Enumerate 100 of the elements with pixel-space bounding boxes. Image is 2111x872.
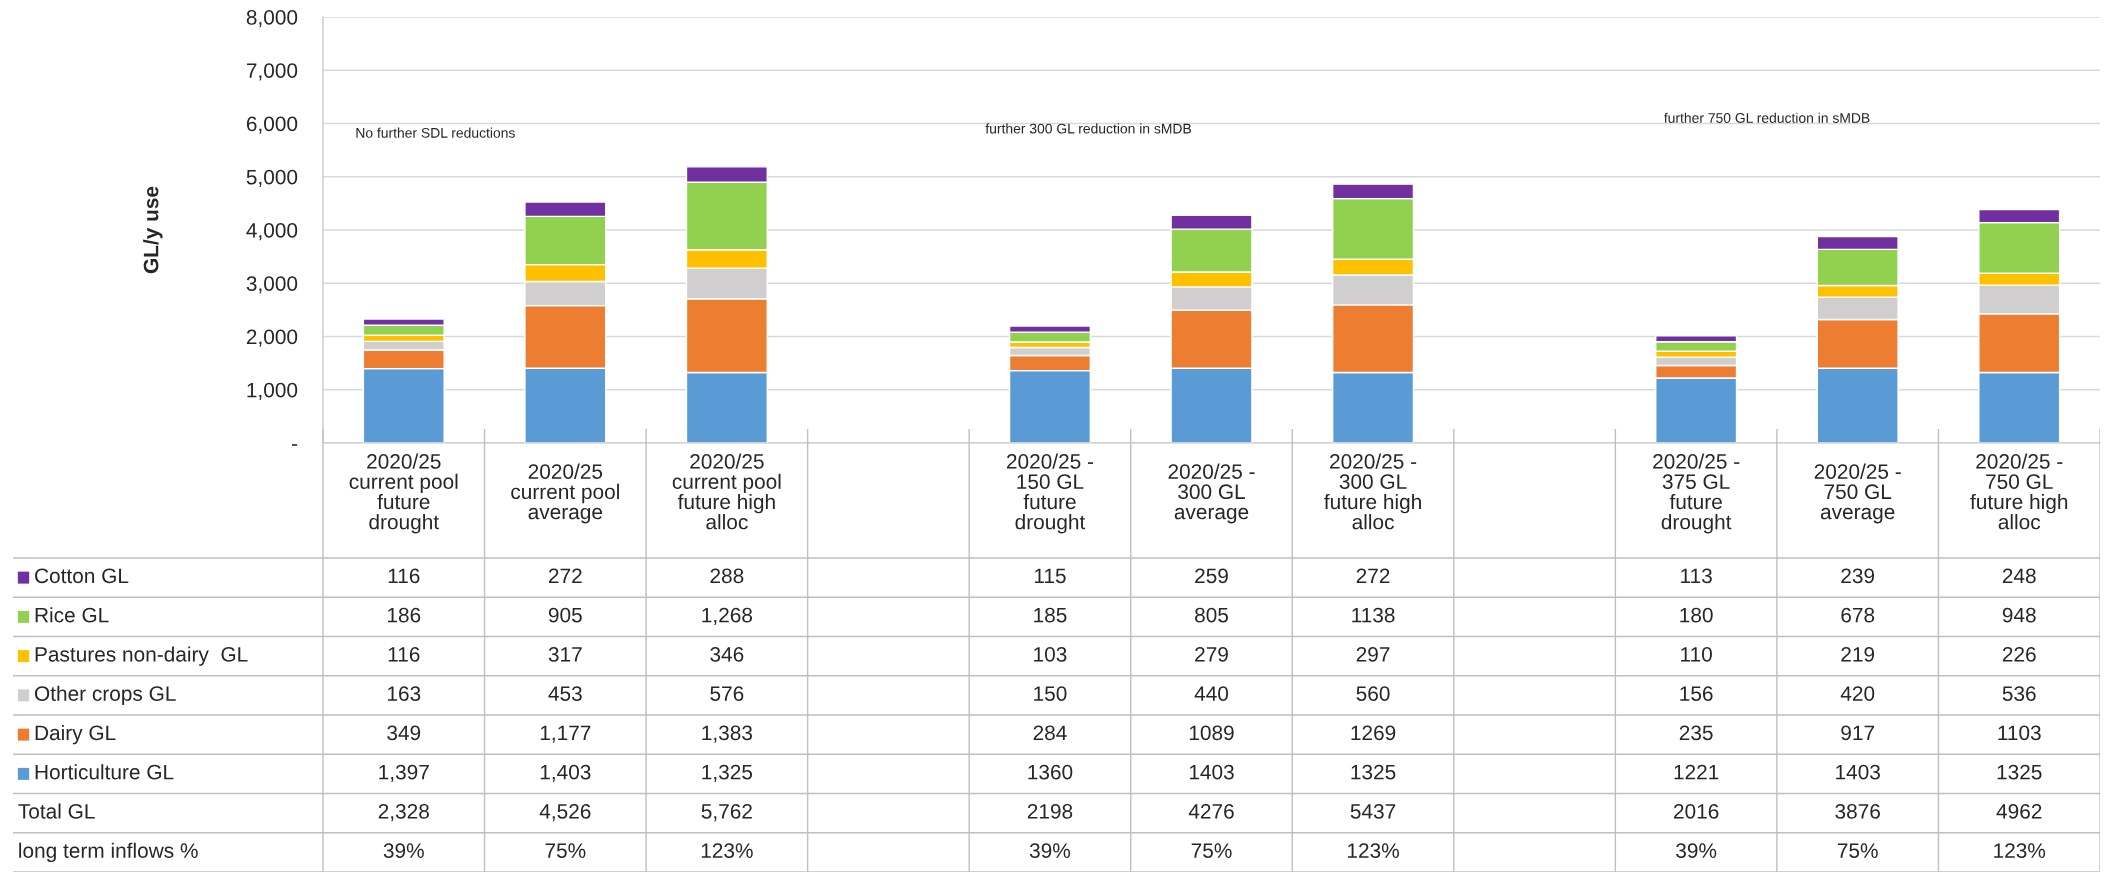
data-label: 420 (1840, 686, 1875, 701)
data-label: 115 (1034, 568, 1066, 584)
data-label: 1403 (1189, 764, 1234, 780)
data-label: 1,397 (379, 764, 429, 782)
text: 2,328 (378, 803, 429, 822)
data-label: 186 (387, 607, 421, 623)
data-label: 1360 (1028, 764, 1073, 780)
data-label: 219 (1841, 646, 1875, 662)
data-label: 235 (1679, 725, 1713, 741)
x-tick-label: 2020/25 - 300 GL future high alloc (1324, 453, 1421, 530)
data-label: 279 (1195, 646, 1228, 662)
data-label: 1403 (1836, 764, 1880, 780)
text: 5437 (1350, 803, 1396, 819)
y-tick-label: 8,000 (246, 10, 298, 28)
text: 39% (383, 843, 424, 858)
y-tick-label: 5,000 (246, 169, 298, 187)
data-label: 1,403 (540, 764, 591, 782)
y-tick-label: 3,000 (246, 276, 298, 294)
data-label: 905 (548, 607, 582, 623)
data-label: 1325 (1351, 764, 1396, 780)
text: 4962 (1996, 803, 2042, 819)
y-tick-label: - (291, 444, 298, 446)
text: 123% (701, 843, 753, 858)
x-tick-label: 2020/25 current pool future drought (349, 453, 458, 534)
data-label: 297 (1356, 646, 1390, 662)
y-tick-label: 1,000 (247, 382, 298, 400)
data-label: 110 (1681, 646, 1712, 662)
text: 75% (1837, 843, 1878, 858)
data-label: 1,268 (702, 607, 753, 625)
data-label: 536 (2002, 686, 2036, 701)
legend-label: Dairy GL (35, 724, 116, 745)
data-label: 259 (1195, 568, 1228, 584)
data-label: 1089 (1189, 725, 1234, 741)
data-label: 317 (548, 646, 582, 662)
data-label: 440 (1194, 686, 1229, 701)
data-label: 1,177 (540, 725, 591, 743)
x-tick-label: 2020/25 current pool average (511, 463, 619, 524)
data-label: 453 (548, 686, 582, 701)
legend-label: Cotton GL (35, 568, 129, 584)
annotation: further 750 GL reduction in sMDB (1664, 112, 1870, 123)
text: 123% (1994, 843, 2046, 858)
data-label: 805 (1195, 607, 1229, 623)
data-label: 116 (388, 646, 420, 662)
y-tick-label: 6,000 (246, 116, 298, 134)
x-tick-label: 2020/25 current pool future high alloc (672, 453, 781, 530)
x-tick-label: 2020/25 - 750 GL average (1814, 463, 1901, 524)
text: 39% (1676, 843, 1717, 858)
text: 4,526 (539, 803, 591, 822)
x-tick-label: 2020/25 - 300 GL average (1168, 463, 1255, 524)
data-label: 163 (387, 686, 421, 701)
text: 2016 (1674, 803, 1719, 819)
text: 2198 (1027, 803, 1073, 819)
data-label: 113 (1681, 568, 1712, 584)
data-label: 180 (1680, 607, 1713, 623)
legend-label: Pastures non-dairy GL (35, 646, 248, 666)
x-tick-label: 2020/25 - 750 GL future high alloc (1970, 453, 2068, 530)
data-label: 1,325 (702, 764, 753, 782)
data-label: 272 (548, 568, 582, 584)
text: 39% (1029, 843, 1071, 858)
data-label: 103 (1034, 646, 1067, 662)
data-label: 1,383 (702, 725, 753, 743)
data-label: 272 (1356, 568, 1390, 584)
text: 123% (1347, 843, 1399, 858)
data-label: 917 (1841, 725, 1875, 741)
legend-label: Rice GL (35, 607, 109, 623)
text: 4276 (1188, 803, 1234, 819)
data-label: 156 (1680, 686, 1713, 701)
data-label: 560 (1356, 686, 1390, 701)
x-tick-label: 2020/25 - 375 GL future drought (1653, 453, 1740, 534)
data-label: 346 (710, 646, 744, 662)
data-label: 948 (2002, 607, 2036, 623)
data-label: 576 (710, 686, 744, 701)
data-label: 150 (1034, 686, 1067, 701)
data-label: 226 (2002, 646, 2036, 662)
y-axis-title: GL/y use (143, 186, 163, 274)
text: 75% (1191, 843, 1232, 858)
data-label: 284 (1033, 725, 1067, 741)
text: 75% (545, 843, 586, 858)
data-label: 1325 (1997, 764, 2042, 780)
data-label: 1103 (1998, 725, 2041, 741)
data-label: 349 (387, 725, 421, 741)
data-label: 185 (1034, 607, 1067, 623)
data-label: 116 (388, 568, 420, 584)
legend-label: Other crops GL (34, 685, 176, 706)
data-label: 288 (710, 568, 744, 584)
data-label: 678 (1841, 607, 1875, 623)
y-tick-label: 4,000 (246, 223, 298, 241)
data-label: 239 (1841, 568, 1875, 584)
text: long term inflows % (19, 842, 198, 863)
y-tick-label: 7,000 (246, 63, 298, 81)
data-label: 1269 (1351, 725, 1396, 741)
text: 3876 (1835, 803, 1880, 819)
annotation: further 300 GL reduction in sMDB (985, 123, 1191, 134)
data-label: 248 (2002, 568, 2036, 584)
text: Total GL (18, 803, 95, 819)
legend-label: Horticulture GL (35, 764, 174, 780)
y-tick-label: 2,000 (246, 329, 298, 347)
x-tick-label: 2020/25 - 150 GL future drought (1006, 453, 1094, 534)
annotation: No further SDL reductions (356, 127, 515, 138)
data-label: 1138 (1352, 607, 1395, 623)
